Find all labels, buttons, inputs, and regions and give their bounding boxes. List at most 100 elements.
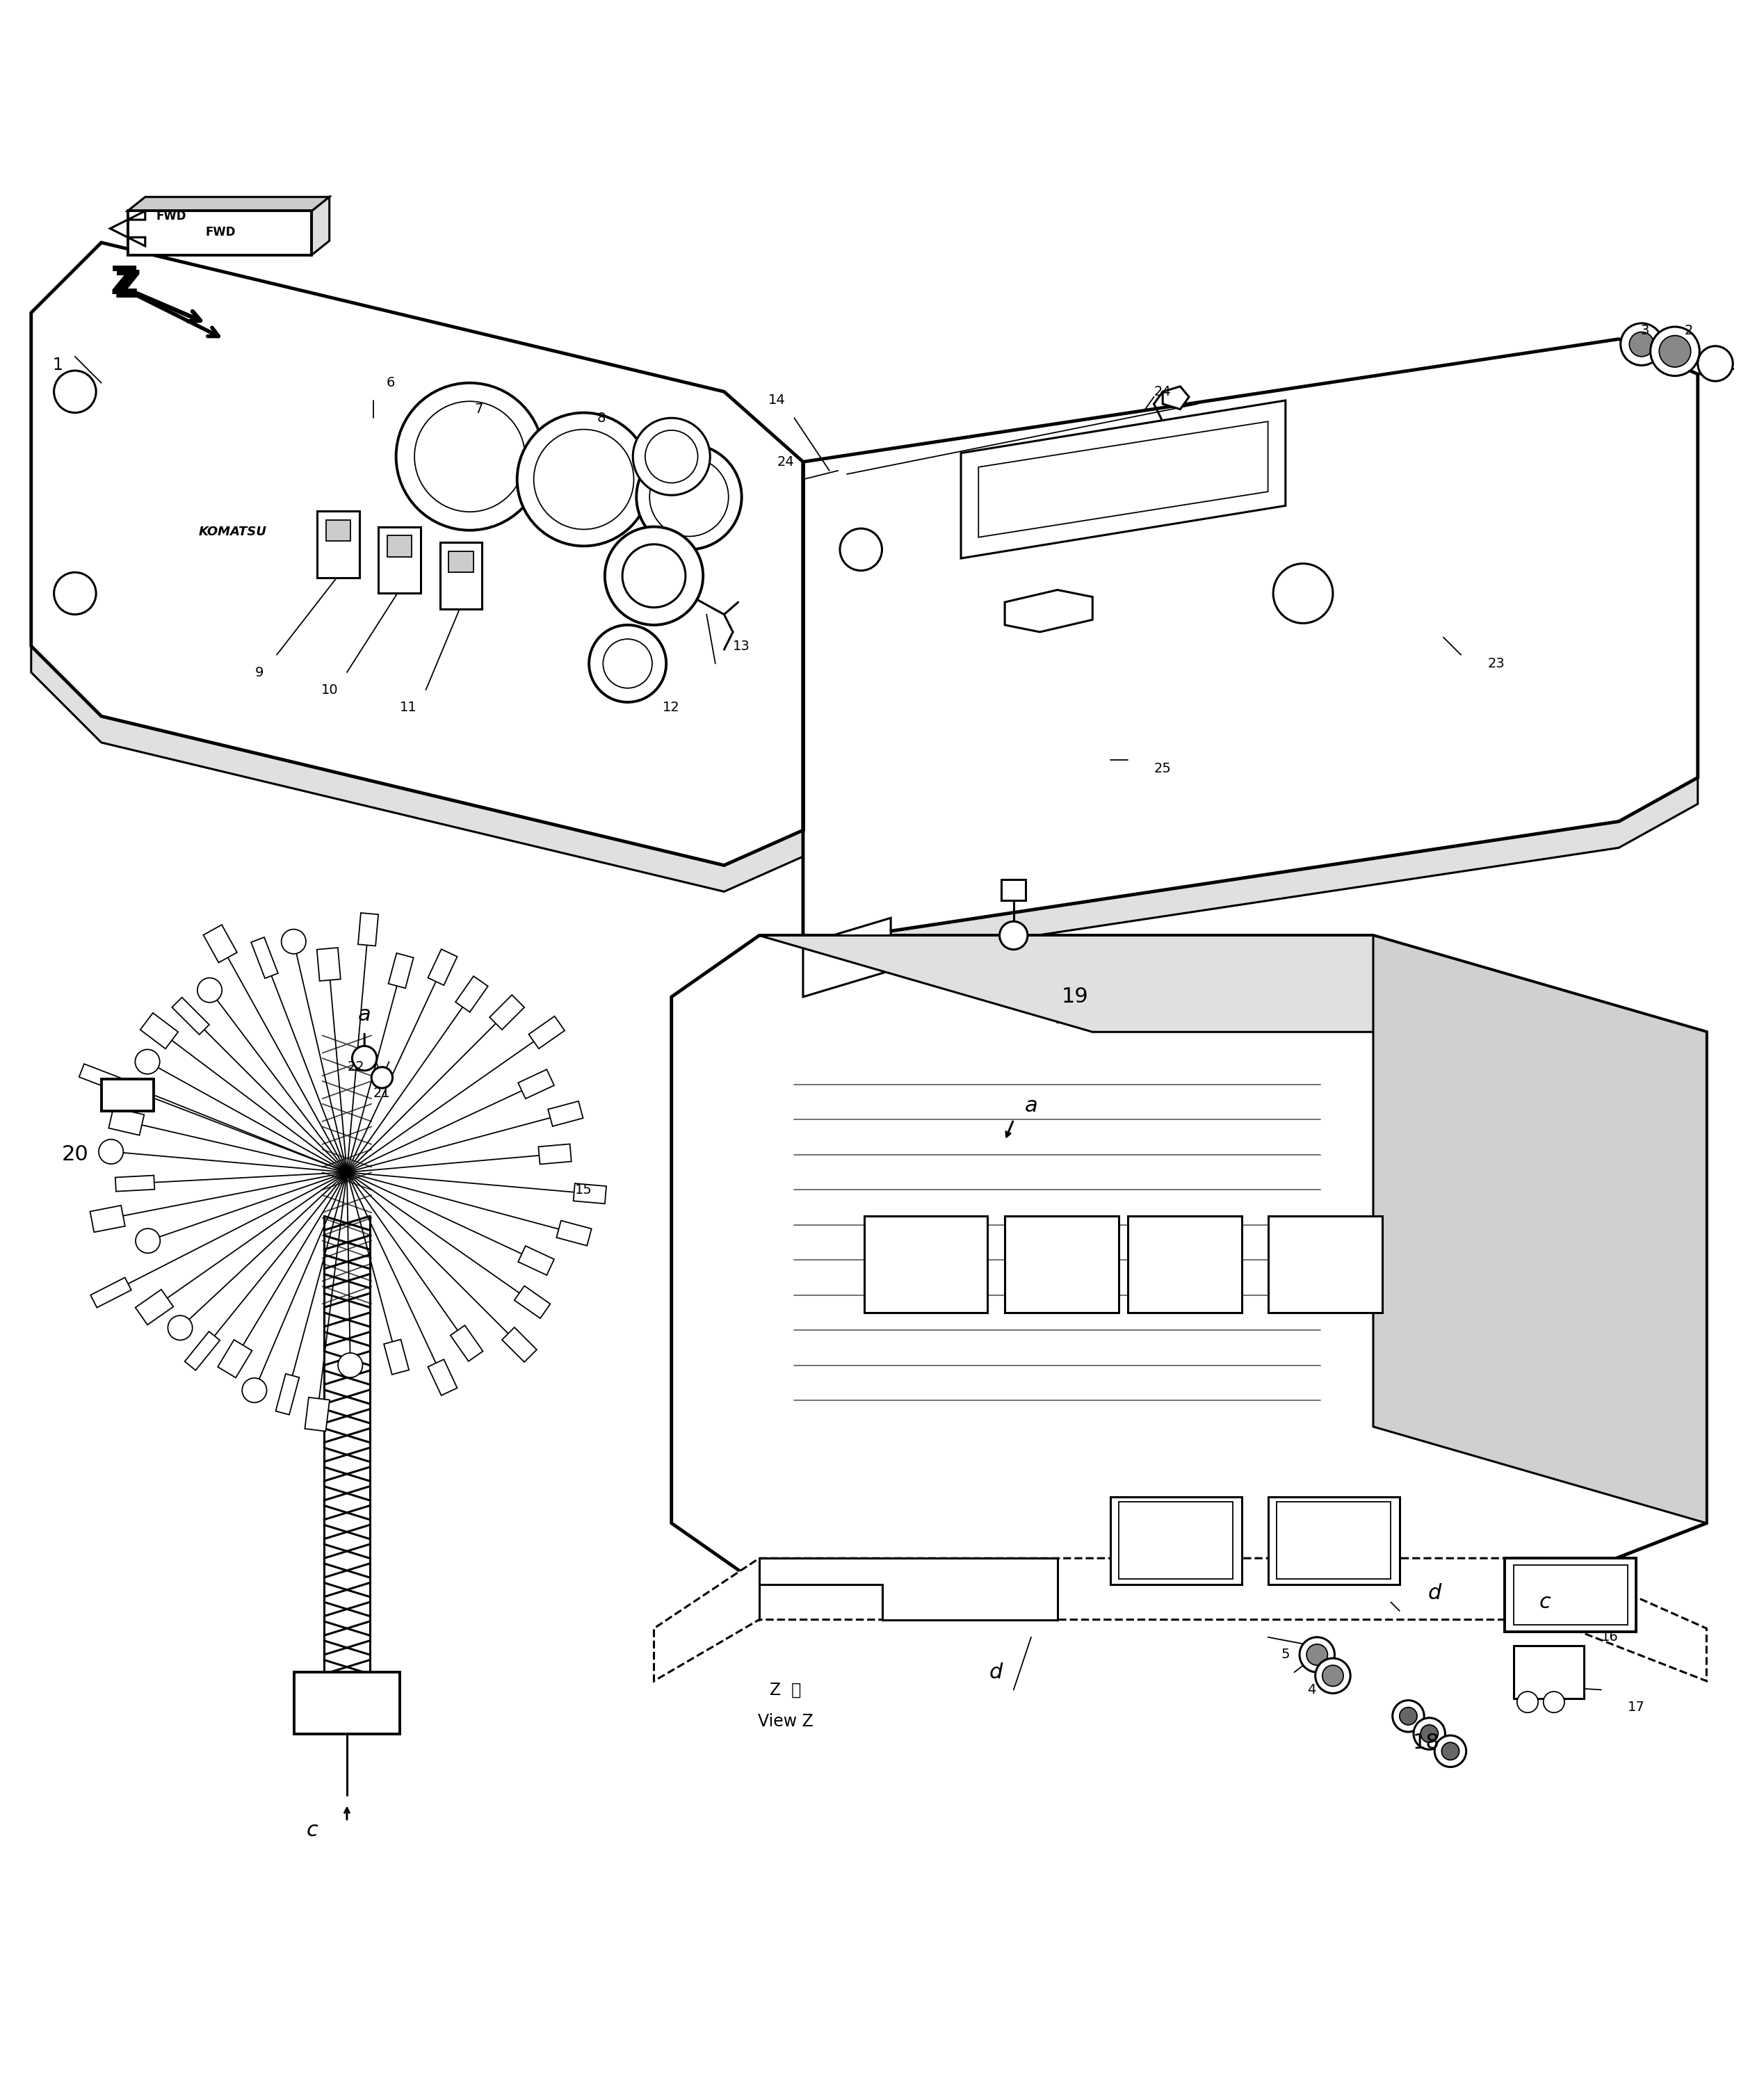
Text: 7: 7 [475, 403, 483, 416]
Text: KOMATSU: KOMATSU [199, 525, 266, 537]
Circle shape [1000, 921, 1028, 949]
Circle shape [1399, 1706, 1416, 1725]
Circle shape [136, 1228, 161, 1253]
Text: c: c [1540, 1591, 1551, 1612]
Polygon shape [529, 1016, 564, 1050]
Text: FWD: FWD [205, 227, 236, 239]
Polygon shape [203, 926, 236, 963]
Text: 12: 12 [663, 701, 681, 714]
Bar [448, 552, 473, 573]
Circle shape [534, 430, 633, 529]
Bar [295, 1673, 400, 1734]
Polygon shape [109, 1108, 145, 1136]
Polygon shape [305, 1398, 330, 1432]
Polygon shape [1162, 386, 1189, 409]
Polygon shape [450, 1324, 483, 1362]
Bar [1268, 1497, 1399, 1585]
Polygon shape [455, 976, 489, 1012]
Text: 15: 15 [575, 1184, 593, 1196]
Polygon shape [32, 243, 803, 865]
Circle shape [198, 978, 222, 1003]
Circle shape [646, 430, 699, 483]
Circle shape [589, 626, 667, 703]
Circle shape [168, 1316, 192, 1339]
Polygon shape [139, 1014, 178, 1050]
Polygon shape [803, 340, 1697, 945]
Polygon shape [759, 1557, 1057, 1620]
Bar [388, 535, 411, 556]
Polygon shape [90, 1278, 131, 1308]
Bar [439, 542, 482, 609]
Polygon shape [519, 1070, 554, 1098]
Circle shape [603, 638, 653, 688]
Text: 10: 10 [321, 684, 339, 697]
Text: 9: 9 [256, 665, 263, 678]
Polygon shape [79, 1064, 120, 1091]
Text: Z: Z [115, 269, 141, 304]
Polygon shape [173, 997, 210, 1035]
Polygon shape [961, 401, 1286, 558]
Text: 25: 25 [1154, 762, 1171, 775]
Bar [1002, 879, 1027, 900]
Text: 8: 8 [596, 411, 605, 424]
Text: 16: 16 [1602, 1631, 1619, 1644]
Text: 24: 24 [776, 455, 794, 468]
Polygon shape [32, 646, 803, 892]
Text: d: d [990, 1662, 1002, 1681]
Circle shape [1434, 1736, 1466, 1767]
Text: FWD: FWD [157, 210, 187, 222]
Circle shape [1630, 332, 1655, 357]
Text: 22: 22 [348, 1060, 365, 1075]
Bar [1514, 1646, 1584, 1698]
Text: 20: 20 [62, 1144, 88, 1165]
Bar [1277, 1503, 1390, 1578]
Polygon shape [185, 1331, 220, 1371]
Circle shape [1413, 1717, 1445, 1748]
Text: a: a [1025, 1096, 1037, 1117]
Text: 3: 3 [1641, 323, 1649, 336]
Polygon shape [803, 917, 891, 997]
Bar [1505, 1557, 1637, 1631]
Polygon shape [358, 913, 377, 947]
Bar [1127, 1215, 1242, 1312]
Bar [1118, 1503, 1233, 1578]
Circle shape [415, 401, 526, 512]
Polygon shape [388, 953, 413, 989]
Text: 13: 13 [734, 640, 750, 653]
Circle shape [1697, 346, 1732, 382]
Circle shape [1621, 323, 1663, 365]
Bar [1268, 1215, 1381, 1312]
Circle shape [1392, 1700, 1424, 1732]
Circle shape [1651, 327, 1699, 376]
Bar [379, 527, 420, 594]
Polygon shape [127, 197, 330, 212]
Polygon shape [385, 1339, 409, 1375]
Text: 14: 14 [767, 395, 785, 407]
Circle shape [1300, 1637, 1335, 1673]
Circle shape [1316, 1658, 1351, 1694]
Circle shape [840, 529, 882, 571]
Polygon shape [1372, 936, 1706, 1524]
Circle shape [55, 372, 95, 414]
Polygon shape [503, 1327, 536, 1362]
Text: 18: 18 [1413, 1732, 1439, 1753]
Bar [864, 1215, 988, 1312]
Polygon shape [654, 1557, 1706, 1681]
Circle shape [605, 527, 704, 626]
Polygon shape [109, 212, 145, 246]
Polygon shape [312, 197, 330, 254]
Circle shape [1660, 336, 1690, 367]
Polygon shape [318, 947, 340, 980]
Circle shape [339, 1354, 363, 1377]
Polygon shape [217, 1339, 252, 1377]
Bar [101, 1079, 153, 1110]
Text: Z: Z [109, 264, 138, 302]
Text: 21: 21 [374, 1087, 390, 1100]
Polygon shape [250, 938, 279, 978]
Polygon shape [556, 1222, 591, 1245]
Polygon shape [115, 1175, 155, 1192]
Text: View Z: View Z [759, 1713, 813, 1730]
Bar [1110, 1497, 1242, 1585]
Polygon shape [672, 936, 1706, 1585]
Text: c: c [305, 1820, 318, 1841]
